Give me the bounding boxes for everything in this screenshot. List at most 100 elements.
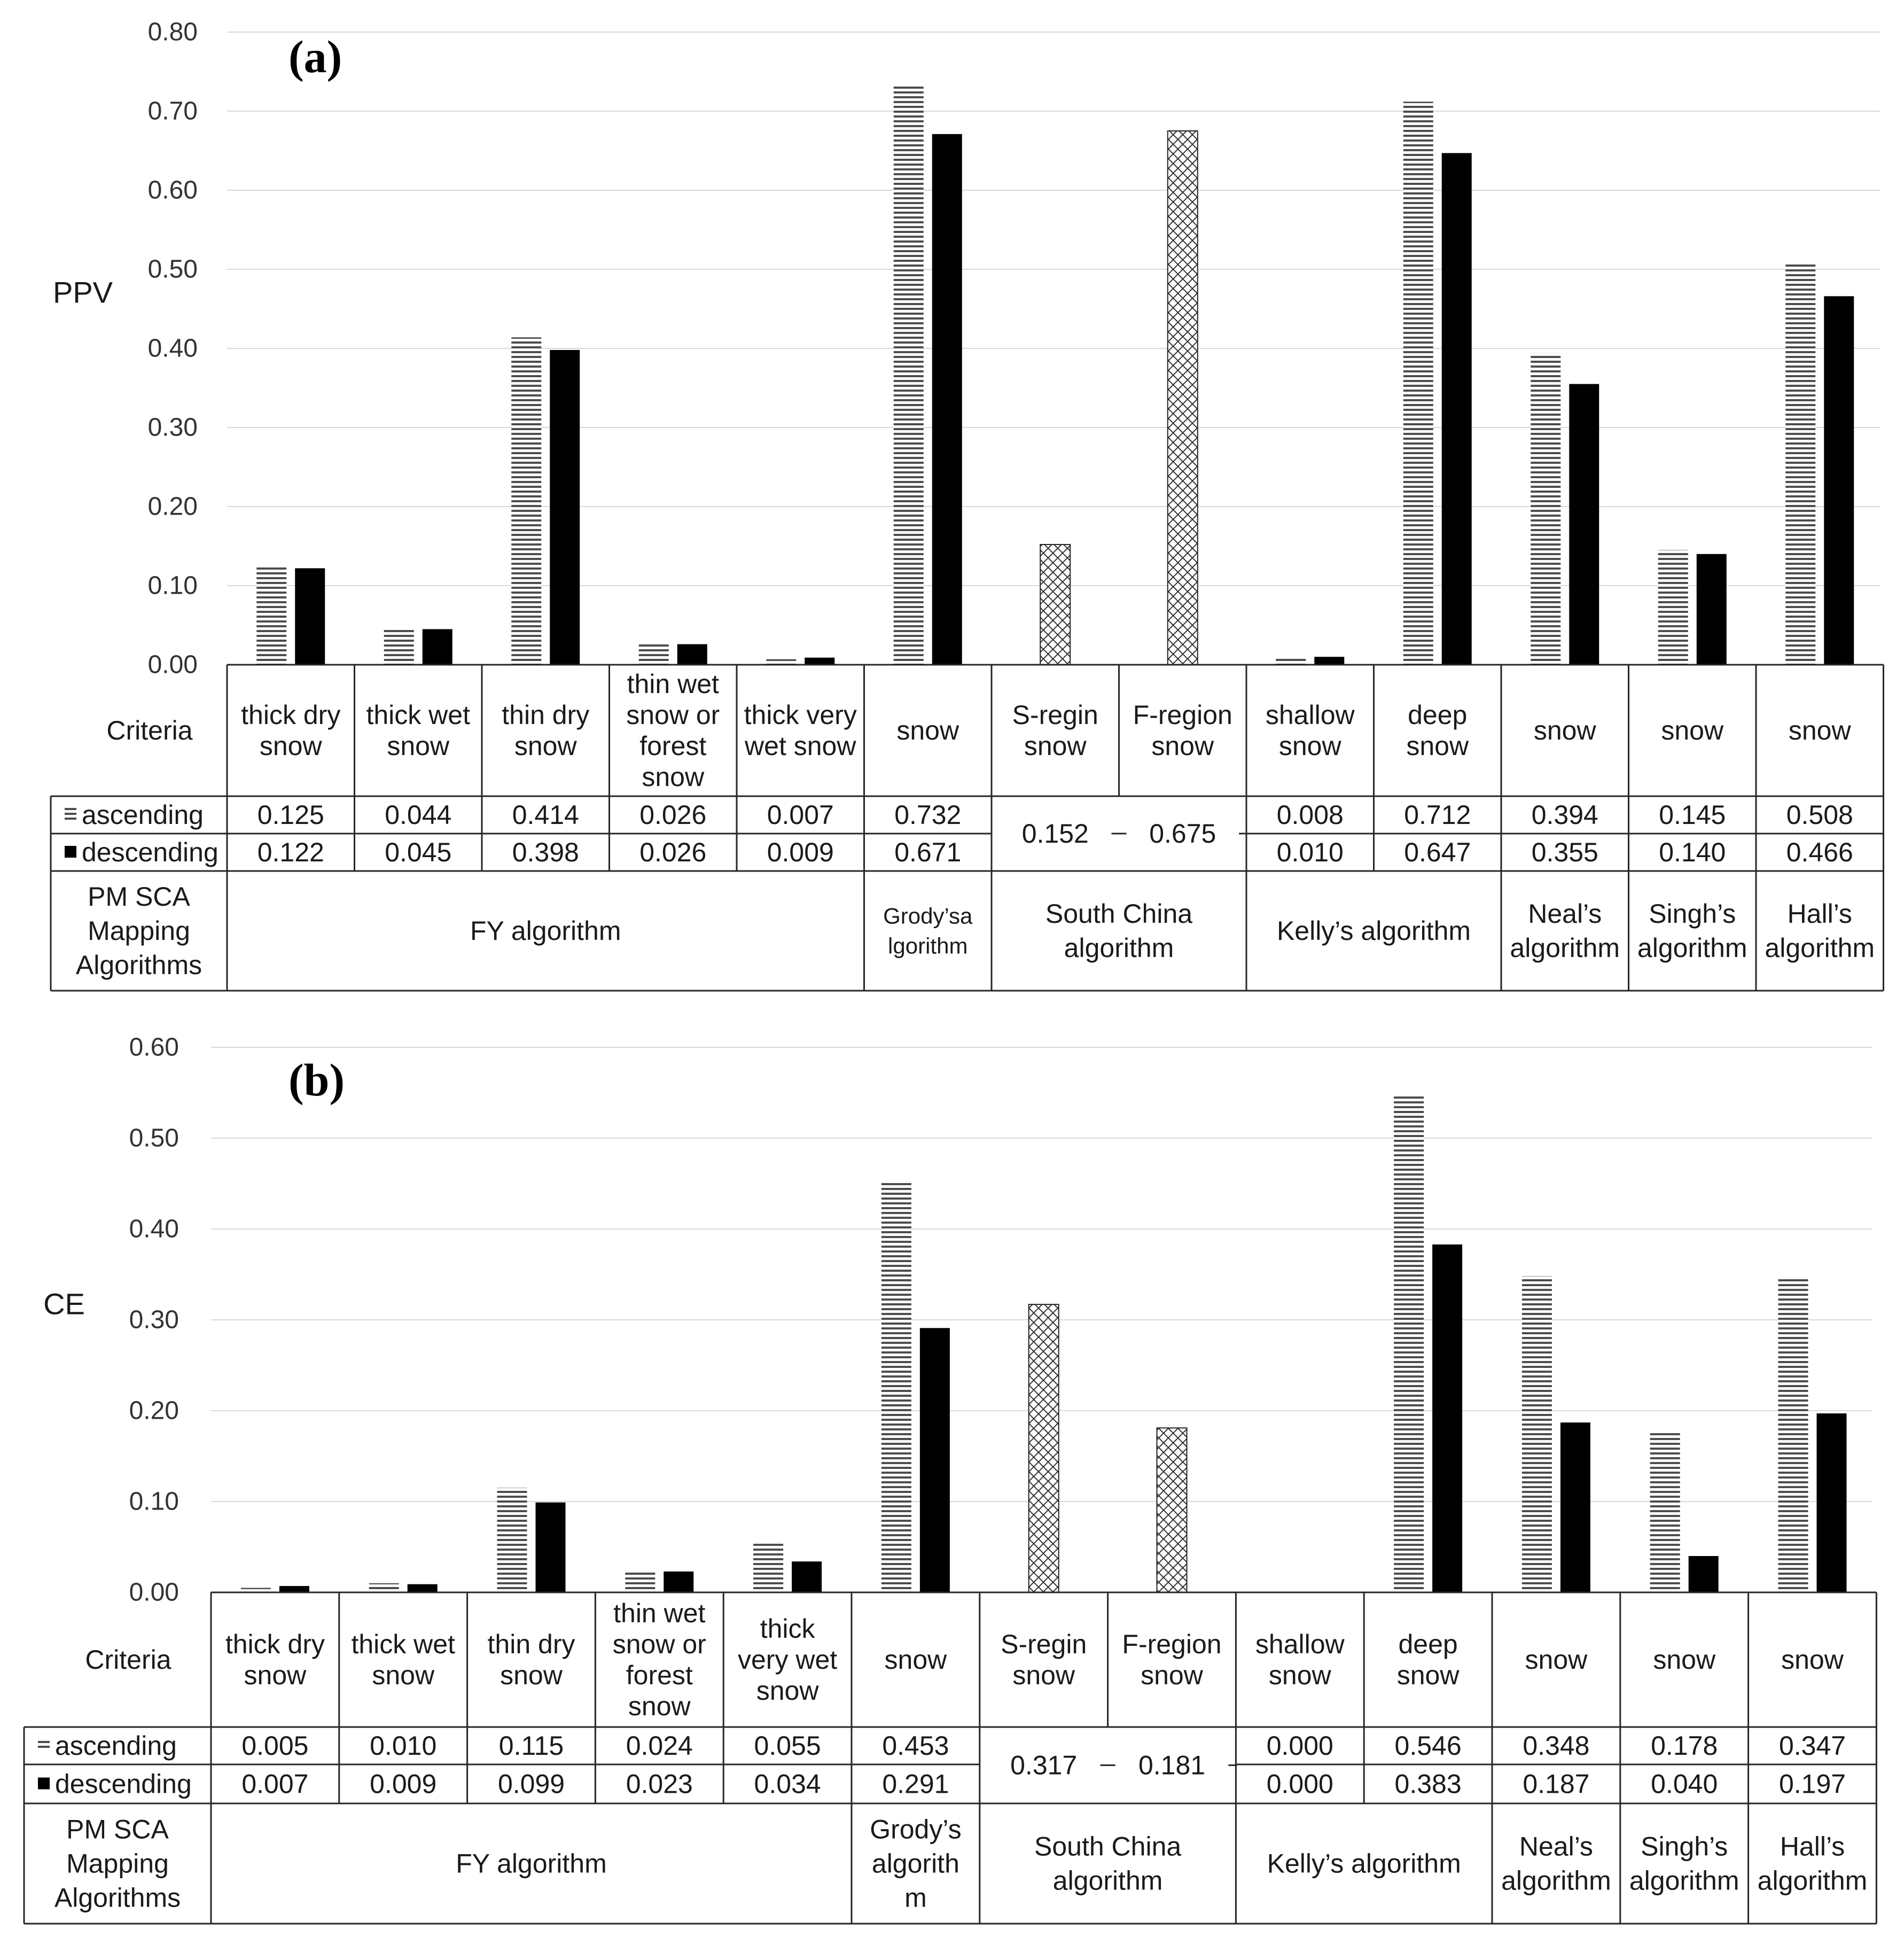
data-label-ascending: 0.394	[1532, 800, 1598, 830]
algorithms-header: Mapping	[88, 916, 190, 946]
criteria-cell: shallow	[1266, 700, 1355, 730]
legend-descending-swatch	[38, 1777, 50, 1790]
bar-descending	[295, 568, 325, 665]
data-label-ascending: 0.026	[639, 800, 706, 830]
data-label-ascending: 0.546	[1395, 1731, 1462, 1761]
algorithm-group-label: algorith	[872, 1849, 959, 1879]
bar-ascending	[893, 85, 924, 665]
data-label-descending: 0.671	[894, 837, 961, 867]
bar-ascending	[256, 566, 287, 665]
legend-ascending-label: ascending	[82, 800, 204, 830]
bar-descending	[407, 1584, 438, 1592]
criteria-cell: snow	[896, 715, 959, 745]
criteria-cell: forest	[639, 731, 706, 761]
bar-descending	[535, 1502, 566, 1592]
algorithm-group-label: FY algorithm	[470, 916, 621, 946]
y-tick-label: 0.50	[129, 1124, 179, 1153]
bar-descending	[1688, 1556, 1719, 1592]
criteria-cell: deep	[1398, 1629, 1457, 1659]
data-label-ascending: 0.453	[882, 1731, 949, 1761]
criteria-cell: thick dry	[241, 700, 340, 730]
bar-descending	[919, 1328, 950, 1592]
criteria-cell: snow	[1781, 1645, 1844, 1675]
data-label-descending: 0.355	[1532, 837, 1598, 867]
y-tick-label: 0.80	[148, 18, 198, 46]
bar-descending	[932, 134, 962, 665]
algorithm-group-label: algorithm	[1629, 1866, 1739, 1896]
criteria-header: Criteria	[85, 1645, 171, 1675]
y-tick-label: 0.40	[129, 1215, 179, 1243]
criteria-cell: snow	[1141, 1660, 1204, 1690]
bar-ascending	[1276, 658, 1306, 665]
criteria-cell: snow	[756, 1676, 820, 1706]
bar-combined	[1028, 1304, 1059, 1593]
y-tick-label: 0.30	[148, 414, 198, 442]
bar-combined	[1167, 130, 1198, 665]
criteria-cell: snow	[372, 1660, 435, 1690]
criteria-cell: thin wet	[613, 1598, 705, 1628]
bar-descending	[422, 629, 452, 665]
y-tick-label: 0.50	[148, 255, 198, 284]
data-label-descending: 0.000	[1267, 1769, 1333, 1799]
bar-descending	[792, 1561, 822, 1592]
data-label-descending: 0.023	[626, 1769, 693, 1799]
algorithms-header: Algorithms	[54, 1883, 181, 1913]
bar-ascending	[1521, 1276, 1552, 1592]
bar-descending	[1569, 384, 1599, 665]
criteria-cell: snow	[1406, 731, 1469, 761]
bar-descending	[550, 349, 580, 665]
bar-ascending	[1531, 353, 1561, 665]
bar-ascending	[369, 1583, 399, 1592]
criteria-cell: F-region	[1122, 1629, 1221, 1659]
bar-ascending	[511, 337, 542, 665]
algorithm-group-label: Grody’s	[870, 1815, 961, 1845]
y-tick-label: 0.20	[129, 1397, 179, 1425]
criteria-cell: snow	[1279, 731, 1342, 761]
panel-tag: (b)	[288, 1054, 345, 1106]
algorithm-group-label: algorithm	[1501, 1866, 1611, 1896]
criteria-cell: snow	[1024, 731, 1087, 761]
criteria-cell: thick wet	[351, 1629, 455, 1659]
bar-descending	[1441, 153, 1472, 665]
criteria-cell: snow	[642, 762, 705, 792]
data-label-ascending: 0.178	[1651, 1731, 1718, 1761]
criteria-cell: snow or	[613, 1629, 706, 1659]
data-label-descending: 0.187	[1523, 1769, 1589, 1799]
legend-descending-swatch	[65, 846, 76, 858]
panel-b-ce-chart: 0.00 0.10 0.20 0.30 0.40 0.50 0.60 (b) CE Criteri…	[23, 1033, 1877, 1925]
bar-ascending	[497, 1488, 527, 1592]
data-label-combined: 0.152	[1022, 819, 1089, 849]
y-tick-label: 0.70	[148, 97, 198, 126]
algorithm-group-label: Grody’sa	[883, 904, 973, 929]
algorithms-header: Mapping	[66, 1849, 169, 1879]
algorithm-group-label: South China	[1034, 1832, 1181, 1862]
algorithms-header: PM SCA	[66, 1815, 169, 1845]
algorithm-group-label: Hall’s	[1780, 1832, 1845, 1862]
y-tick-label: 0.60	[148, 176, 198, 205]
data-label-ascending: 0.347	[1779, 1731, 1846, 1761]
algorithm-group-label: algorithm	[1765, 933, 1875, 963]
algorithm-group-label: Kelly’s algorithm	[1277, 916, 1471, 946]
algorithm-group-label: Kelly’s algorithm	[1267, 1849, 1461, 1879]
data-label-descending: 0.099	[498, 1769, 565, 1799]
criteria-cell: S-regin	[1012, 700, 1098, 730]
bar-descending	[677, 644, 707, 665]
bar-ascending	[1650, 1430, 1680, 1592]
algorithm-group-label: lgorithm	[888, 934, 967, 959]
algorithms-header: Algorithms	[76, 950, 202, 980]
data-label-ascending: 0.024	[626, 1731, 693, 1761]
bar-descending	[1824, 296, 1854, 665]
algorithm-group-label: algorithm	[1758, 1866, 1868, 1896]
criteria-cell: F-region	[1133, 700, 1232, 730]
legend-ascending-label: ascending	[55, 1731, 177, 1761]
algorithm-group-label: algorithm	[1637, 933, 1747, 963]
data-label-descending: 0.122	[257, 837, 324, 867]
data-label-descending: 0.009	[767, 837, 834, 867]
data-label-descending: 0.010	[1277, 837, 1344, 867]
bar-ascending	[1785, 263, 1816, 665]
criteria-cell: snow	[628, 1691, 691, 1721]
criteria-cell: thin wet	[627, 669, 719, 699]
y-tick-label: 0.40	[148, 335, 198, 363]
data-label-ascending: 0.000	[1267, 1731, 1333, 1761]
